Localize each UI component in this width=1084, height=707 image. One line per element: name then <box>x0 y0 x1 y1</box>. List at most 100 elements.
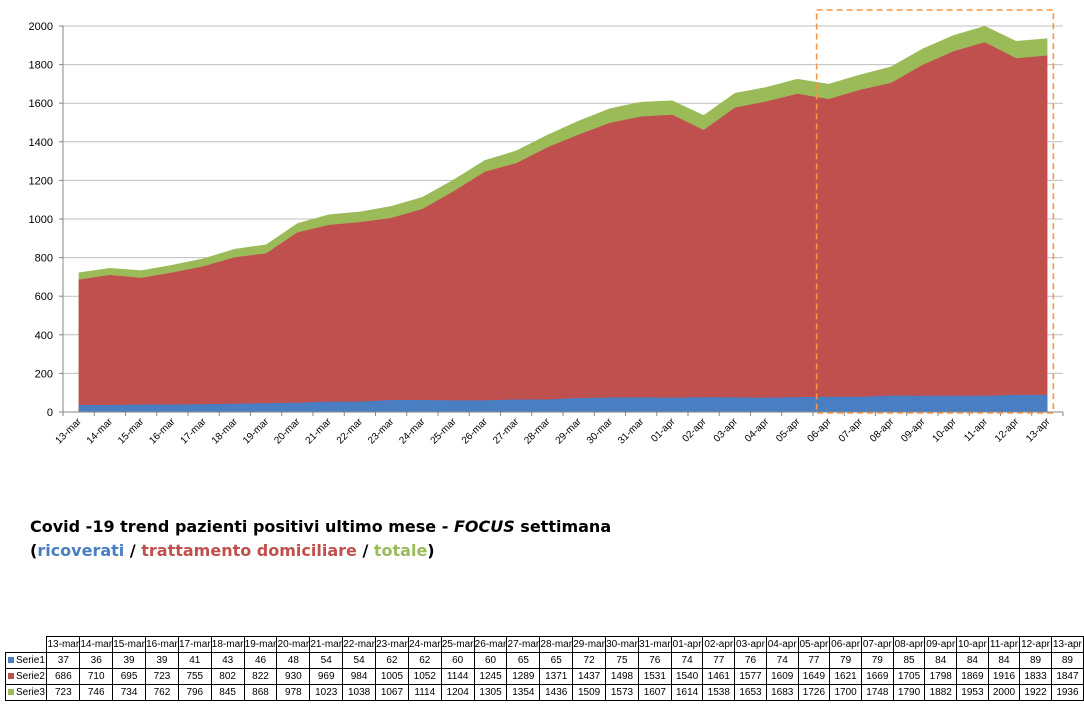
x-tick-label: 22-mar <box>335 416 366 447</box>
table-cell: 1705 <box>892 668 926 685</box>
table-cell: 41 <box>177 652 212 669</box>
table-cell: 710 <box>79 668 114 685</box>
table-cell: 1305 <box>473 684 508 701</box>
x-tick-label: 25-mar <box>429 416 460 447</box>
table-cell: 65 <box>539 652 574 669</box>
table-cell: 39 <box>145 652 179 669</box>
x-tick-label: 15-mar <box>116 416 147 447</box>
y-tick-label: 1400 <box>29 137 53 149</box>
table-cell: 762 <box>145 684 179 701</box>
table-header-cell: 05-apr <box>797 636 831 653</box>
series-name: Serie1 <box>16 655 45 666</box>
table-header-cell: 03-apr <box>734 636 767 653</box>
table-row: Serie1 37 36 39 39 41 43 46 48 54 54 62 62 60 60 65 65 72… <box>4 652 1084 669</box>
table-cell: 1144 <box>440 668 475 685</box>
x-tick-label: 12-apr <box>993 416 1022 445</box>
table-header-cell: 28-mar <box>539 636 574 653</box>
table-cell: 1609 <box>765 668 799 685</box>
table-cell: 1882 <box>924 684 958 701</box>
table-cell: 1790 <box>892 684 926 701</box>
area-series-serie2 <box>78 42 1048 412</box>
table-cell: 930 <box>276 668 311 685</box>
table-corner <box>6 637 47 653</box>
x-tick-label: 04-apr <box>743 416 772 445</box>
table-cell: 1700 <box>829 684 862 701</box>
table-cell: 1833 <box>1019 668 1052 685</box>
y-tick-label: 1200 <box>29 175 53 187</box>
x-axis-ticks: 13-mar 14-mar 15-mar 16-mar 17-mar 18-mar 19-m… <box>54 412 1064 447</box>
series-name: Serie3 <box>16 687 45 698</box>
legend-key-icon <box>8 689 14 696</box>
table-cell: 54 <box>309 652 344 669</box>
table-header-cell: 23-mar <box>375 636 409 653</box>
table-cell: 72 <box>572 652 607 669</box>
x-tick-label: 27-mar <box>491 416 522 447</box>
table-cell: 1798 <box>924 668 958 685</box>
x-tick-label: 13-apr <box>1024 416 1053 445</box>
table-header-cell: 19-mar <box>243 636 278 653</box>
table-cell: 1289 <box>506 668 541 685</box>
table-header-cell: 13-mar <box>46 636 81 653</box>
table-cell: 46 <box>243 652 278 669</box>
table-cell: 36 <box>79 652 114 669</box>
table-cell: 796 <box>177 684 212 701</box>
table-header-cell: 08-apr <box>892 636 926 653</box>
data-table: 13-mar 14-mar 15-mar 16-mar 17-mar 18-mar 19-m… <box>4 636 1084 701</box>
area-chart: 0 200 400 600 800 1000 1200 1400 1600 1800 2000 13… <box>29 9 1064 447</box>
x-tick-label: 10-apr <box>931 416 960 445</box>
caption-close-paren: ) <box>427 541 435 560</box>
table-cell: 1653 <box>734 684 767 701</box>
table-header-cell: 31-mar <box>637 636 672 653</box>
y-tick-label: 0 <box>47 407 53 419</box>
table-cell: 1204 <box>440 684 475 701</box>
table-header-cell: 09-apr <box>924 636 958 653</box>
table-cell: 1436 <box>539 684 574 701</box>
x-tick-label: 20-mar <box>272 416 303 447</box>
table-cell: 802 <box>210 668 245 685</box>
caption-legend: (ricoverati / trattamento domiciliare / … <box>30 539 611 563</box>
caption-suffix: settimana <box>514 517 612 536</box>
series-label: Serie2 <box>4 668 48 685</box>
table-cell: 1498 <box>605 668 639 685</box>
caption-prefix: Covid -19 trend pazienti positivi ultimo… <box>30 517 454 536</box>
x-tick-label: 11-apr <box>962 416 990 444</box>
table-cell: 978 <box>276 684 311 701</box>
table-cell: 1371 <box>539 668 574 685</box>
table-header-cell: 21-mar <box>309 636 344 653</box>
table-cell: 62 <box>407 652 442 669</box>
x-tick-label: 02-apr <box>681 416 710 445</box>
table-cell: 1649 <box>797 668 831 685</box>
x-tick-label: 14-mar <box>85 416 116 447</box>
table-cell: 868 <box>243 684 278 701</box>
x-tick-label: 16-mar <box>147 416 178 447</box>
table-cell: 1038 <box>342 684 377 701</box>
x-tick-label: 30-mar <box>585 416 616 447</box>
table-cell: 65 <box>506 652 541 669</box>
table-cell: 1023 <box>309 684 344 701</box>
table-cell: 79 <box>860 652 894 669</box>
table-cell: 85 <box>892 652 926 669</box>
table-cell: 1683 <box>765 684 799 701</box>
table-cell: 79 <box>829 652 862 669</box>
caption-focus: FOCUS <box>453 517 515 536</box>
table-cell: 822 <box>243 668 278 685</box>
table-cell: 84 <box>987 652 1021 669</box>
x-tick-label: 03-apr <box>712 416 741 445</box>
table-cell: 1916 <box>987 668 1021 685</box>
table-cell: 1936 <box>1050 684 1084 701</box>
table-cell: 74 <box>670 652 704 669</box>
table-cell: 1847 <box>1050 668 1084 685</box>
table-cell: 1052 <box>407 668 442 685</box>
series-label: Serie1 <box>4 652 48 669</box>
table-cell: 76 <box>637 652 672 669</box>
table-header-cell: 27-mar <box>506 636 541 653</box>
table-header-cell: 10-apr <box>956 636 989 653</box>
table-cell: 77 <box>797 652 831 669</box>
table-cell: 89 <box>1019 652 1052 669</box>
table-header-cell: 11-apr <box>987 636 1021 653</box>
caption-trattamento: trattamento domiciliare <box>141 541 357 560</box>
table-cell: 1437 <box>572 668 607 685</box>
table-cell: 755 <box>177 668 212 685</box>
table-cell: 1922 <box>1019 684 1052 701</box>
table-cell: 60 <box>473 652 508 669</box>
